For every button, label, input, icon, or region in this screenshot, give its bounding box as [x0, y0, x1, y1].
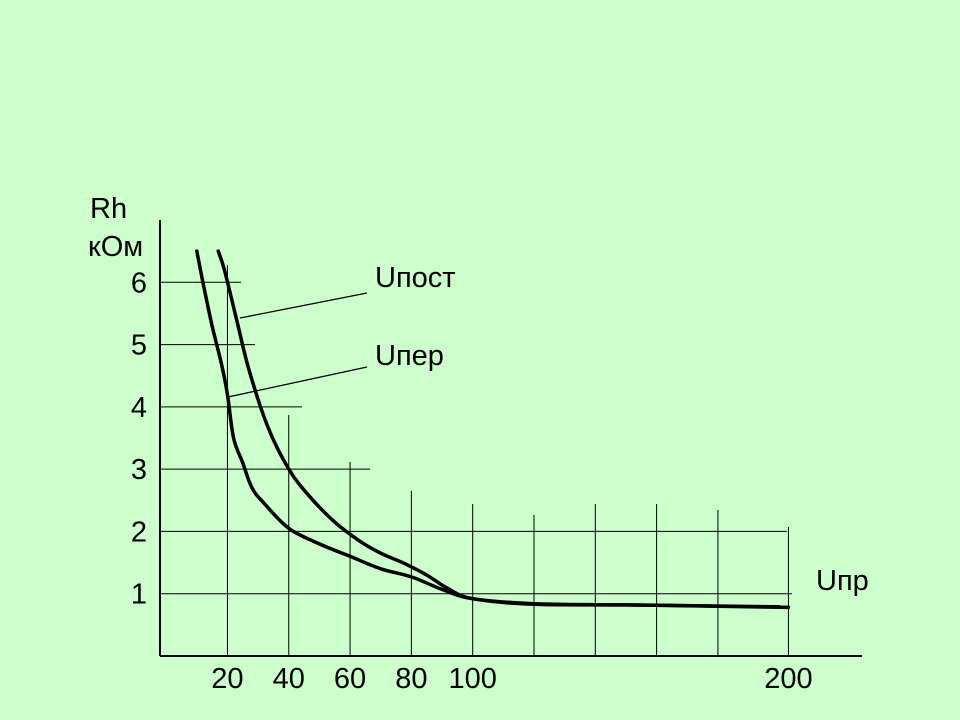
- x-tick-label-100: 100: [448, 663, 496, 695]
- y-tick-label-6: 6: [131, 267, 147, 299]
- y-axis-label-line-1: Rh: [90, 193, 127, 225]
- y-tick-label-5: 5: [131, 330, 147, 362]
- x-tick-label-20: 20: [211, 663, 243, 695]
- annotations: Uпост Uпер: [227, 262, 456, 398]
- x-tick-label-40: 40: [273, 663, 305, 695]
- leader-line-series-2: [227, 366, 368, 398]
- y-tick-label-1: 1: [131, 579, 147, 611]
- series-lines: [195, 249, 791, 610]
- y-tick-labels: 1 2 3 4 5 6: [131, 267, 147, 610]
- y-tick-label-4: 4: [131, 392, 147, 424]
- y-axis-label-line-2: кОм: [88, 231, 143, 263]
- series-label-1: Uпост: [375, 262, 456, 294]
- x-tick-label-200: 200: [764, 663, 812, 695]
- x-tick-label-60: 60: [334, 663, 366, 695]
- series-line-1: [216, 249, 791, 610]
- x-tick-label-80: 80: [395, 663, 427, 695]
- x-tick-labels: 20 40 60 80 100 200: [211, 663, 812, 695]
- y-tick-label-2: 2: [131, 516, 147, 548]
- series-line-2: [195, 249, 781, 609]
- axes: [159, 220, 862, 657]
- y-tick-label-3: 3: [131, 454, 147, 486]
- series-label-2: Uпер: [375, 340, 444, 372]
- leader-line-series-1: [239, 292, 368, 319]
- grid-lines: [160, 265, 792, 656]
- x-axis-label: Uпр: [816, 565, 869, 597]
